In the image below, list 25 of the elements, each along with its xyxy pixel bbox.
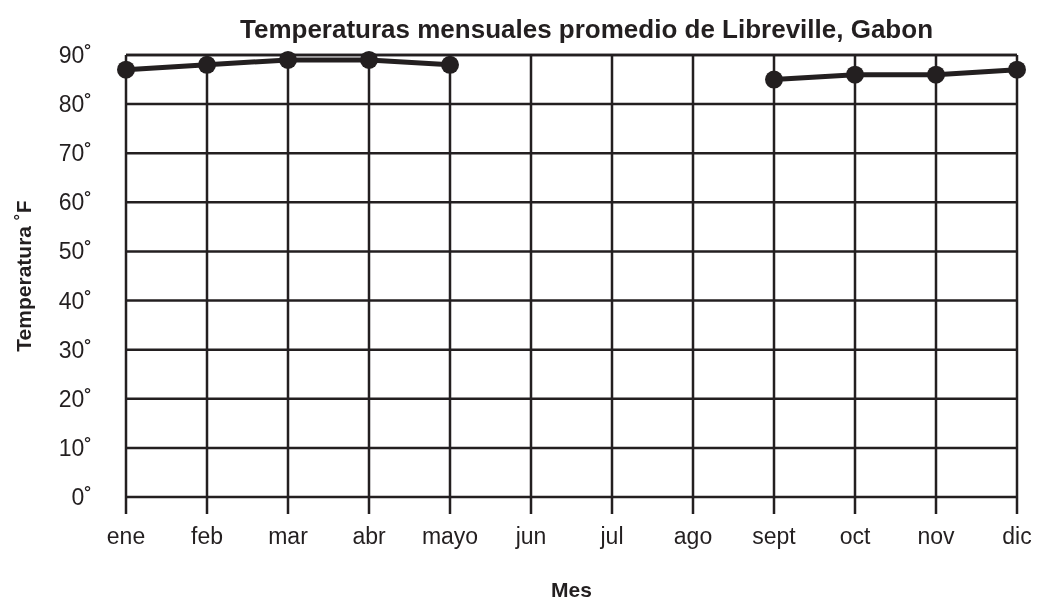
x-tick-label: ene (106, 523, 146, 550)
x-tick-label: sept (752, 523, 797, 550)
x-tick-label: dic (1002, 523, 1032, 550)
x-tick-label: ago (673, 523, 713, 550)
y-tick-label: 90˚ (58, 42, 92, 69)
x-tick-label: oct (839, 523, 871, 550)
y-tick-label: 20˚ (58, 385, 92, 412)
x-axis-title: Mes (551, 578, 592, 601)
chart-title: Temperaturas mensuales promedio de Libreville, Gabon (239, 14, 934, 44)
x-tick-label: jul (599, 523, 624, 550)
y-tick-label: 0˚ (71, 484, 92, 511)
y-tick-label: 80˚ (58, 91, 92, 118)
x-tick-label: mar (268, 523, 309, 550)
y-tick-label: 50˚ (58, 238, 92, 265)
x-tick-label: mayo (421, 523, 479, 550)
y-axis-title: Temperatura ˚F (12, 200, 36, 352)
y-tick-label: 60˚ (58, 189, 92, 216)
y-tick-label: 70˚ (58, 140, 92, 167)
y-tick-label: 40˚ (58, 287, 92, 314)
x-tick-label: abr (352, 523, 386, 550)
x-tick-label: nov (917, 523, 956, 550)
x-tick-label: jun (514, 523, 547, 550)
x-tick-label: feb (191, 523, 223, 550)
y-tick-label: 10˚ (58, 434, 92, 461)
y-tick-label: 30˚ (58, 336, 92, 363)
